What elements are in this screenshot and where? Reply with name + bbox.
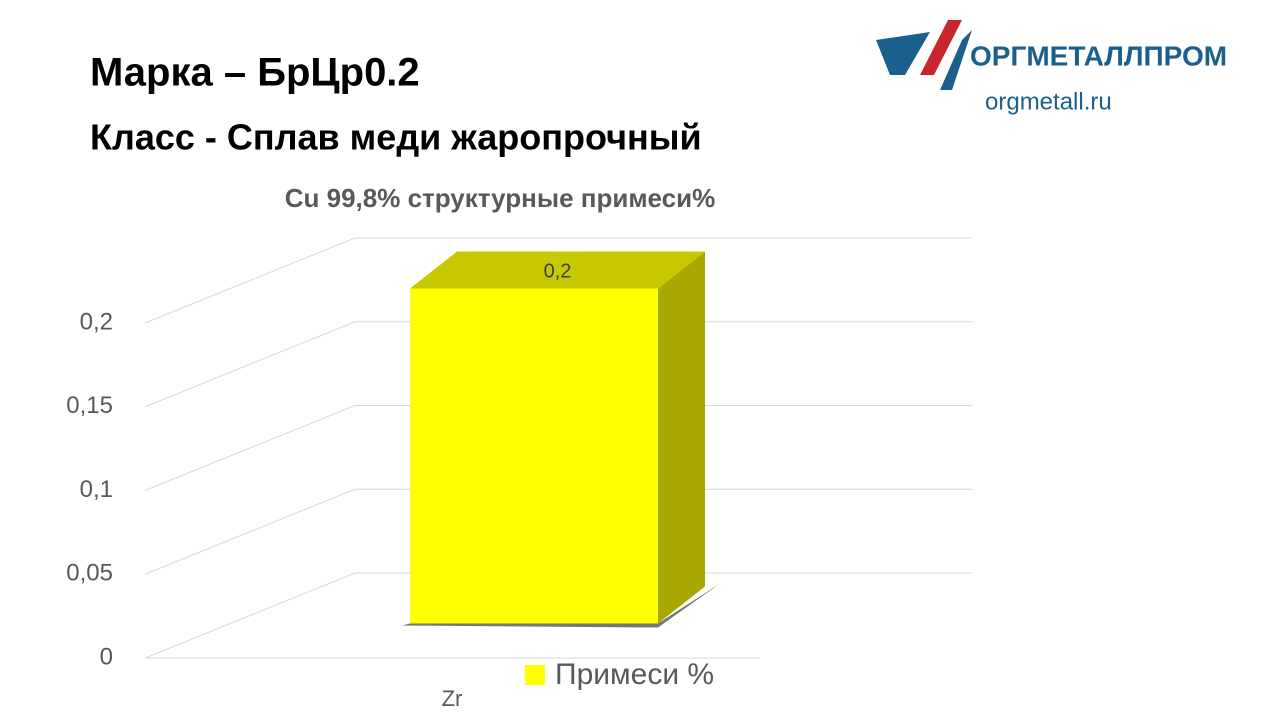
slide-subtitle: Класс - Сплав меди жаропрочный <box>90 117 702 158</box>
y-tick-label: 0,2 <box>80 308 113 335</box>
slide-title: Марка – БрЦр0.2 <box>90 51 420 95</box>
y-tick-label: 0,05 <box>66 560 113 587</box>
logo-site: orgmetall.ru <box>985 88 1112 115</box>
legend-swatch <box>525 665 545 685</box>
y-tick-label: 0,1 <box>80 476 113 503</box>
bar-side <box>658 251 705 624</box>
x-tick-label: Zr <box>442 686 463 711</box>
y-tick-label: 0,15 <box>66 392 113 419</box>
grid-line <box>144 405 972 491</box>
grid-line <box>144 237 972 324</box>
chart-title: Cu 99,8% структурные примеси% <box>285 183 716 213</box>
legend-label: Примеси % <box>555 658 714 691</box>
y-tick-label: 0 <box>100 643 113 670</box>
logo-name: ОРГМЕТАЛЛПРОМ <box>970 40 1227 71</box>
grid-line <box>144 572 972 659</box>
data-label: 0,2 <box>544 260 572 282</box>
grid-line <box>144 321 972 408</box>
logo-mark <box>876 20 972 90</box>
bar <box>410 288 658 624</box>
bar-top <box>410 251 705 289</box>
grid-line <box>144 488 972 575</box>
